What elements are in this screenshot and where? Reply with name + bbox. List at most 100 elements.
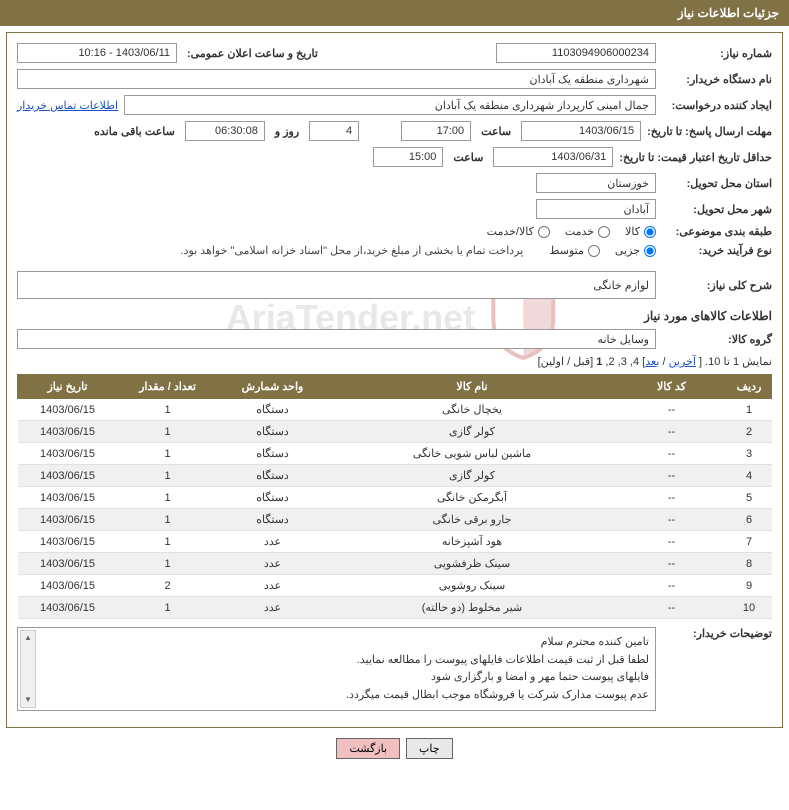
days-label: روز و [271,125,303,138]
print-button[interactable]: چاپ [406,738,453,759]
cell-unit: عدد [218,531,328,553]
cell-r: 10 [727,597,772,619]
table-row: 2--کولر گازیدستگاه11403/06/15 [18,421,772,443]
cell-r: 6 [727,509,772,531]
cell-r: 4 [727,465,772,487]
goods-table: ردیف کد کالا نام کالا واحد شمارش تعداد /… [17,374,772,619]
cell-unit: دستگاه [218,421,328,443]
cell-unit: دستگاه [218,465,328,487]
announce-field: 1403/06/11 - 10:16 [17,43,177,63]
cell-unit: دستگاه [218,509,328,531]
category-label: طبقه بندی موضوعی: [662,225,772,238]
radio-partial-input[interactable] [644,245,656,257]
time-label-2: ساعت [449,151,487,164]
scroll-down-icon[interactable]: ▼ [23,693,33,708]
city-label: شهر محل تحویل: [662,203,772,216]
notes-scrollbar[interactable]: ▲ ▼ [20,630,36,708]
page-title: جزئیات اطلاعات نیاز [678,6,779,20]
cell-unit: عدد [218,575,328,597]
pg-next[interactable]: بعد [645,356,659,368]
cell-code: -- [617,399,727,421]
cell-unit: عدد [218,553,328,575]
radio-goods-service-input[interactable] [538,226,550,238]
group-label: گروه کالا: [662,333,772,346]
announce-label: تاریخ و ساعت اعلان عمومی: [183,47,322,60]
table-row: 4--کولر گازیدستگاه11403/06/15 [18,465,772,487]
group-field: وسایل خانه [17,329,656,349]
row-requester: ایجاد کننده درخواست: جمال امینی کارپرداز… [17,95,772,115]
radio-medium[interactable]: متوسط [549,244,600,257]
row-buyer-org: نام دستگاه خریدار: شهرداری منطقه یک آباد… [17,69,772,89]
radio-goods-service[interactable]: کالا/خدمت [487,225,550,238]
cell-qty: 1 [118,443,218,465]
table-row: 5--آبگرمکن خانگیدستگاه11403/06/15 [18,487,772,509]
price-validity-label: حداقل تاریخ اعتبار قیمت: تا تاریخ: [619,151,772,164]
cell-date: 1403/06/15 [18,465,118,487]
deadline-time-field: 17:00 [401,121,471,141]
cell-name: سینک ظرفشویی [328,553,617,575]
price-validity-date-field: 1403/06/31 [493,147,613,167]
note-line-1: تامین کننده محترم سلام [24,634,649,652]
cell-code: -- [617,421,727,443]
pagination: نمایش 1 تا 10. [ آخرین / بعد] 4, 3, 2, 1… [17,355,772,368]
radio-service-label: خدمت [565,225,594,238]
radio-medium-input[interactable] [588,245,600,257]
cell-date: 1403/06/15 [18,509,118,531]
cell-date: 1403/06/15 [18,399,118,421]
row-buyer-notes: توضیحات خریدار: تامین کننده محترم سلام ل… [17,627,772,711]
col-date: تاریخ نیاز [18,375,118,399]
cell-code: -- [617,597,727,619]
radio-partial[interactable]: جزیی [615,244,656,257]
buyer-org-label: نام دستگاه خریدار: [662,73,772,86]
cell-name: آبگرمکن خانگی [328,487,617,509]
need-number-field: 1103094906000234 [496,43,656,63]
radio-goods-input[interactable] [644,226,656,238]
cell-unit: دستگاه [218,443,328,465]
radio-service[interactable]: خدمت [565,225,610,238]
pg-sep: / [659,356,668,368]
cell-code: -- [617,531,727,553]
row-need-number: شماره نیاز: 1103094906000234 تاریخ و ساع… [17,43,772,63]
note-line-3: فایلهای پیوست حتما مهر و امضا و بارگزاری… [24,669,649,687]
col-row: ردیف [727,375,772,399]
cell-date: 1403/06/15 [18,531,118,553]
cell-qty: 1 [118,399,218,421]
page-header: جزئیات اطلاعات نیاز [0,0,789,26]
scroll-up-icon[interactable]: ▲ [23,631,33,646]
contact-link[interactable]: اطلاعات تماس خریدار [17,99,118,112]
desc-field: لوازم خانگی [17,271,656,299]
table-row: 9--سینک روشوییعدد21403/06/15 [18,575,772,597]
row-deadline: مهلت ارسال پاسخ: تا تاریخ: 1403/06/15 سا… [17,121,772,141]
back-button[interactable]: بازگشت [336,738,400,759]
cell-qty: 1 [118,509,218,531]
cell-unit: دستگاه [218,487,328,509]
radio-service-input[interactable] [598,226,610,238]
cell-r: 8 [727,553,772,575]
province-field: خوزستان [536,173,656,193]
cell-unit: عدد [218,597,328,619]
cell-name: شیر مخلوط (دو حالته) [328,597,617,619]
note-line-4: عدم پیوست مدارک شرکت یا فروشگاه موجب ابط… [24,687,649,705]
table-header-row: ردیف کد کالا نام کالا واحد شمارش تعداد /… [18,375,772,399]
cell-qty: 1 [118,421,218,443]
cell-code: -- [617,575,727,597]
cell-date: 1403/06/15 [18,421,118,443]
cell-name: جارو برقی خانگی [328,509,617,531]
cell-date: 1403/06/15 [18,553,118,575]
table-row: 8--سینک ظرفشوییعدد11403/06/15 [18,553,772,575]
pg-last[interactable]: آخرین [669,356,696,368]
need-number-label: شماره نیاز: [662,47,772,60]
cell-name: کولر گازی [328,465,617,487]
radio-goods[interactable]: کالا [625,225,656,238]
cell-code: -- [617,487,727,509]
cell-code: -- [617,465,727,487]
cell-r: 3 [727,443,772,465]
buyer-org-field: شهرداری منطقه یک آبادان [17,69,656,89]
price-validity-time-field: 15:00 [373,147,443,167]
requester-field: جمال امینی کارپرداز شهرداری منطقه یک آبا… [124,95,656,115]
pg-suffix: [قبل / اولین] [538,356,597,368]
row-city: شهر محل تحویل: آبادان [17,199,772,219]
pg-prefix: نمایش 1 تا 10. [ [696,356,772,368]
radio-partial-label: جزیی [615,244,640,257]
table-row: 1--یخچال خانگیدستگاه11403/06/15 [18,399,772,421]
